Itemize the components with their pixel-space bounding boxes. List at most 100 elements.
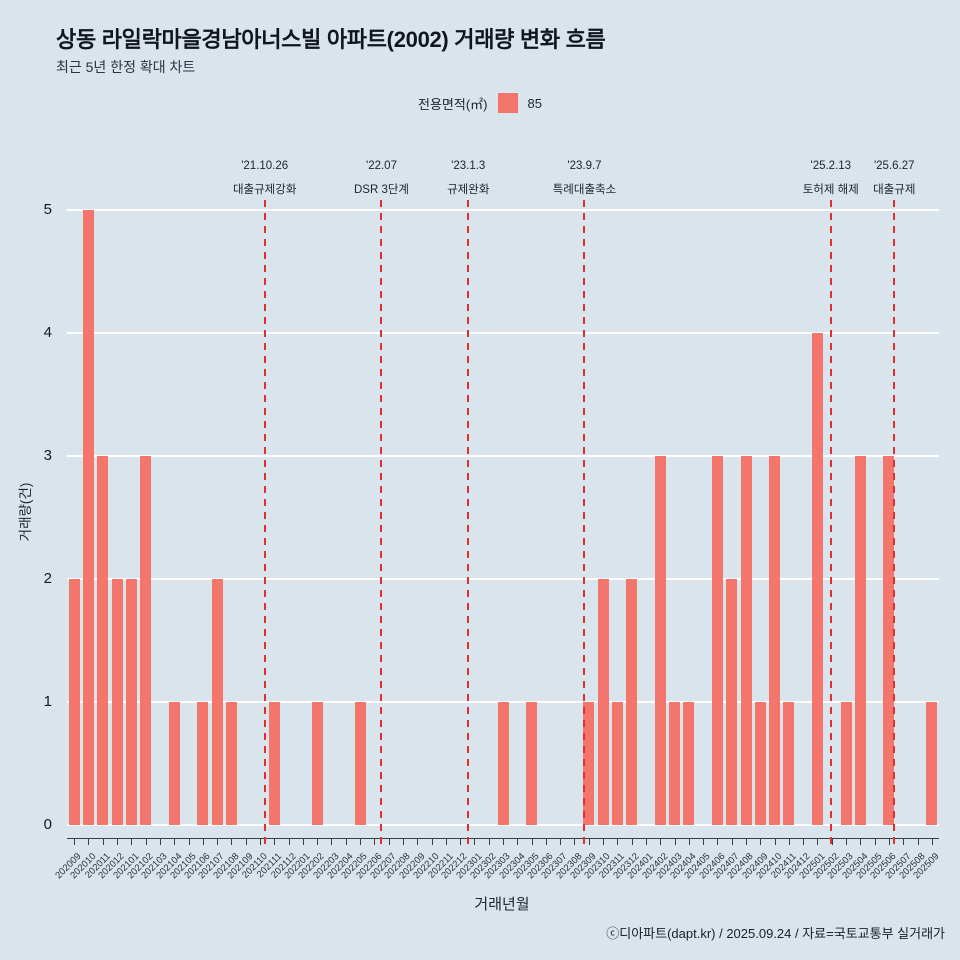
event-date-1: '21.10.26	[241, 160, 289, 172]
x-axis-ticks	[67, 838, 939, 846]
x-tick-202204	[345, 838, 347, 845]
bar-202403	[669, 702, 681, 825]
bar-202402	[654, 456, 666, 825]
bar-202012	[111, 579, 123, 825]
x-tick-202009	[74, 838, 76, 845]
y-tick-label-2: 2	[43, 570, 52, 587]
x-tick-202010	[88, 838, 90, 845]
x-tick-202106	[202, 838, 204, 845]
x-tick-202503	[846, 838, 848, 845]
x-tick-202407	[731, 838, 733, 845]
bar-202101	[125, 579, 137, 825]
x-tick-202011	[102, 838, 104, 845]
x-tick-202212	[460, 838, 462, 845]
event-label-5: 토허제 해제	[802, 184, 859, 196]
x-tick-202101	[131, 838, 133, 845]
x-tick-202405	[703, 838, 705, 845]
x-tick-202402	[660, 838, 662, 845]
x-tick-202110	[259, 838, 261, 845]
bar-202009	[68, 579, 80, 825]
x-tick-202504	[860, 838, 862, 845]
x-tick-202509	[931, 838, 933, 845]
x-tick-202311	[617, 838, 619, 845]
x-tick-202202	[317, 838, 319, 845]
x-tick-202103	[159, 838, 161, 845]
bar-202104	[168, 702, 180, 825]
x-tick-202310	[603, 838, 605, 845]
x-tick-202303	[503, 838, 504, 845]
bar-202407	[726, 579, 738, 825]
x-tick-202309	[588, 838, 590, 845]
x-tick-202406	[717, 838, 719, 845]
x-tick-202211	[445, 838, 447, 845]
bar-202312	[626, 579, 638, 825]
event-date-5: '25.2.13	[810, 160, 852, 172]
chart-title: 상동 라일락마을경남아너스빌 아파트(2002) 거래량 변화 흐름	[56, 27, 606, 52]
bar-202310	[597, 579, 609, 825]
x-tick-202501	[817, 838, 819, 845]
x-tick-202408	[746, 838, 748, 845]
bar-202108	[225, 702, 237, 825]
bar-202202	[311, 702, 323, 825]
y-tick-label-0: 0	[43, 816, 52, 833]
x-tick-202104	[174, 838, 176, 845]
y-axis-title: 거래량(건)	[18, 482, 33, 542]
bar-202509	[926, 702, 938, 825]
bar-202504	[854, 456, 866, 825]
bar-202309	[583, 702, 595, 825]
x-axis-title: 거래년월	[474, 896, 530, 913]
x-tick-202108	[231, 838, 233, 845]
bar-202305	[526, 702, 538, 825]
legend-series-value: 85	[527, 95, 542, 111]
x-tick-202502	[831, 838, 833, 845]
x-tick-202508	[917, 838, 919, 845]
bar-202501	[811, 333, 823, 825]
x-tick-202312	[631, 838, 633, 845]
x-tick-202308	[574, 838, 576, 845]
x-tick-202305	[531, 838, 533, 845]
source-attribution: ⓒ디아파트(dapt.kr) / 2025.09.24 / 자료=국토교통부 실…	[606, 926, 945, 941]
bar-202404	[683, 702, 695, 825]
event-date-6: '25.6.27	[873, 160, 915, 172]
x-tick-202111	[274, 838, 276, 845]
event-label-1: 대출규제강화	[232, 184, 297, 196]
gridline-y-3	[67, 455, 939, 457]
bar-202408	[740, 456, 752, 825]
x-tick-202102	[145, 838, 147, 845]
event-label-2: DSR 3단계	[353, 184, 409, 196]
x-tick-202209	[417, 838, 419, 845]
event-label-4: 특례대출축소	[552, 184, 617, 196]
x-tick-202304	[517, 838, 519, 845]
x-tick-202205	[360, 838, 362, 845]
x-tick-202410	[774, 838, 776, 845]
bar-202503	[840, 702, 852, 825]
x-tick-202302	[488, 838, 490, 845]
x-tick-202411	[788, 838, 790, 845]
gridline-y-5	[67, 209, 939, 211]
x-tick-202208	[402, 838, 404, 845]
x-tick-202506	[888, 838, 890, 845]
x-tick-202301	[474, 838, 476, 845]
y-tick-label-5: 5	[43, 201, 52, 218]
bar-202102	[140, 456, 152, 825]
gridline-y-2	[67, 578, 939, 580]
x-tick-202507	[903, 838, 905, 845]
bar-202111	[268, 702, 280, 825]
gridline-y-4	[67, 332, 939, 334]
bar-202011	[97, 456, 109, 825]
x-tick-202012	[117, 838, 119, 845]
bar-202303	[497, 702, 509, 825]
x-tick-202404	[688, 838, 690, 845]
x-tick-202306	[545, 838, 547, 845]
bar-202410	[769, 456, 781, 825]
bar-202106	[197, 702, 209, 825]
bar-202205	[354, 702, 366, 825]
y-tick-label-1: 1	[43, 693, 52, 710]
x-tick-202401	[645, 838, 647, 845]
x-tick-202409	[760, 838, 762, 845]
legend: 전용면적(㎡) 85	[418, 93, 542, 113]
event-label-6: 대출규제	[873, 184, 916, 196]
x-tick-202203	[331, 838, 333, 845]
event-date-3: '23.1.3	[451, 160, 486, 172]
bar-202406	[711, 456, 723, 825]
